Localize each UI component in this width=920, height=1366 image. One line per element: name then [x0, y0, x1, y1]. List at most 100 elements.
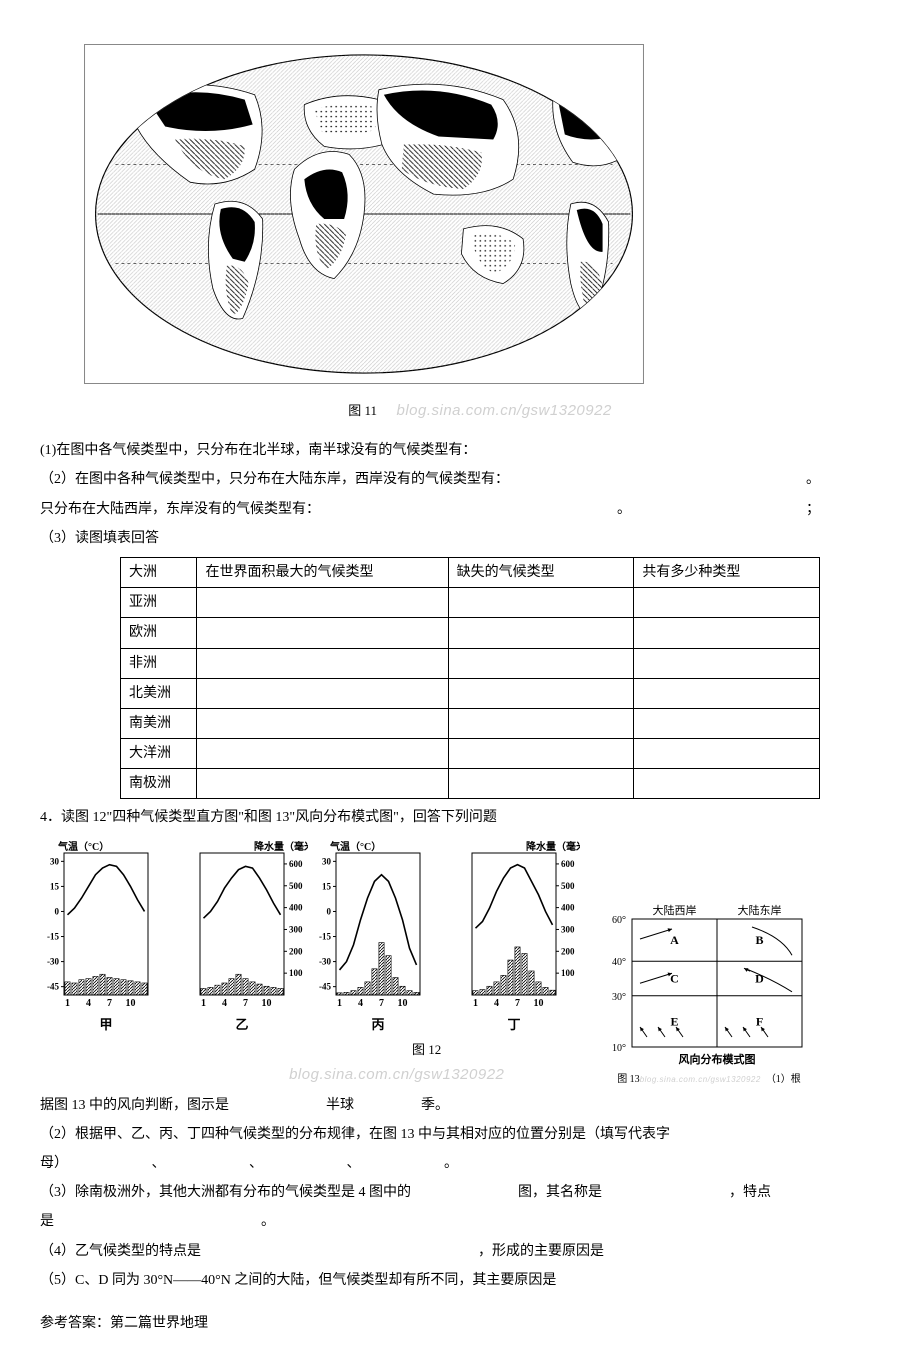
- svg-text:1: 1: [473, 998, 478, 1009]
- q4-5: （5）C、D 同为 30°N——40°N 之间的大陆，但气候类型却有所不同，其主…: [40, 1268, 880, 1293]
- table-header: 在世界面积最大的气候类型: [197, 557, 448, 587]
- table-cell: [634, 618, 820, 648]
- climate-chart-丁: 600500400300200100降水量（毫米）14710: [448, 839, 580, 1009]
- table-cell-continent: 大洋洲: [121, 739, 197, 769]
- svg-text:7: 7: [515, 998, 520, 1009]
- q4-4-text-a: （4）乙气候类型的特点是: [40, 1244, 201, 1259]
- svg-text:4: 4: [494, 998, 499, 1009]
- svg-text:-45: -45: [319, 981, 331, 991]
- table-cell-continent: 非洲: [121, 648, 197, 678]
- svg-text:F: F: [756, 1014, 763, 1028]
- table-cell: [448, 708, 634, 738]
- svg-text:10: 10: [126, 998, 136, 1009]
- q2-text: （2）在图中各种气候类型中，只分布在大陆东岸，西岸没有的气候类型有：: [40, 472, 509, 487]
- svg-text:300: 300: [561, 924, 575, 934]
- q4-5-text: （5）C、D 同为 30°N——40°N 之间的大陆，但气候类型却有所不同，其主…: [40, 1273, 556, 1288]
- svg-text:0: 0: [327, 906, 332, 916]
- svg-text:E: E: [670, 1014, 678, 1028]
- table-cell: [197, 648, 448, 678]
- fig13-watermark: blog.sina.com.cn/gsw1320922: [640, 1075, 761, 1084]
- table-cell: [448, 739, 634, 769]
- chart-panel-label: 乙: [235, 1013, 248, 1036]
- svg-text:A: A: [670, 933, 679, 947]
- svg-text:400: 400: [289, 902, 303, 912]
- svg-text:气温（°C）: 气温（°C）: [329, 840, 381, 853]
- svg-text:100: 100: [561, 968, 575, 978]
- q4-2-end: 。: [444, 1156, 458, 1171]
- table-row: 大洋洲: [121, 739, 820, 769]
- svg-text:10°: 10°: [612, 1043, 626, 1054]
- q4-1-text-b: 据图 13 中的风向判断，图示是: [40, 1098, 229, 1113]
- svg-text:30°: 30°: [612, 991, 626, 1002]
- q4-4: （4）乙气候类型的特点是 ，形成的主要原因是: [40, 1239, 880, 1264]
- svg-text:200: 200: [289, 946, 303, 956]
- table-row: 非洲: [121, 648, 820, 678]
- q4-3-text-b: 图，其名称是: [518, 1185, 602, 1200]
- q4-2a: （2）根据甲、乙、丙、丁四种气候类型的分布规律，在图 13 中与其相对应的位置分…: [40, 1122, 880, 1147]
- table-cell: [197, 769, 448, 799]
- svg-text:10: 10: [262, 998, 272, 1009]
- q4-2-text-b: 母）: [40, 1156, 68, 1171]
- svg-text:B: B: [755, 933, 763, 947]
- climate-chart-丙: 30150-15-30-45气温（°C）14710: [312, 839, 444, 1009]
- world-map-svg: [84, 44, 644, 384]
- q4-4-text-b: ，形成的主要原因是: [478, 1244, 604, 1259]
- svg-text:7: 7: [243, 998, 248, 1009]
- fig13-label: 图 13: [617, 1074, 640, 1085]
- table-header: 缺失的气候类型: [448, 557, 634, 587]
- table-cell-continent: 亚洲: [121, 588, 197, 618]
- chart-panel: 30150-15-30-45气温（°C）14710甲: [40, 839, 172, 1036]
- q4-3-text-e: 。: [261, 1214, 275, 1229]
- answer-key-heading: 参考答案：第二篇世界地理: [40, 1311, 880, 1336]
- chart-panel: 600500400300200100降水量（毫米）14710乙: [176, 839, 308, 1036]
- question-3: （3）读图填表回答: [40, 526, 880, 551]
- wind-model-panel: 60°40°30°10°大陆西岸大陆东岸ABCDEF风向分布模式图 图 13bl…: [594, 901, 824, 1089]
- svg-text:300: 300: [289, 924, 303, 934]
- q4-2-sep1: 、: [152, 1156, 166, 1171]
- fig12-group: 30150-15-30-45气温（°C）14710甲60050040030020…: [40, 839, 580, 1089]
- table-cell: [197, 678, 448, 708]
- climate-chart-乙: 600500400300200100降水量（毫米）14710: [176, 839, 308, 1009]
- svg-text:气温（°C）: 气温（°C）: [57, 840, 109, 853]
- svg-text:大陆西岸: 大陆西岸: [653, 903, 697, 917]
- svg-text:-30: -30: [47, 956, 59, 966]
- table-cell: [634, 588, 820, 618]
- chart-panel-label: 丙: [371, 1013, 384, 1036]
- fig13-caption-row: 图 13blog.sina.com.cn/gsw1320922 （1）根: [617, 1071, 801, 1089]
- table-row: 北美洲: [121, 678, 820, 708]
- table-cell: [197, 588, 448, 618]
- chart-panel-label: 甲: [99, 1013, 112, 1036]
- svg-text:1: 1: [65, 998, 70, 1009]
- climate-table: 大洲在世界面积最大的气候类型缺失的气候类型共有多少种类型亚洲欧洲非洲北美洲南美洲…: [120, 557, 880, 800]
- question-2: （2）在图中各种气候类型中，只分布在大陆东岸，西岸没有的气候类型有：: [40, 467, 880, 492]
- fig12-watermark: blog.sina.com.cn/gsw1320922: [289, 1066, 504, 1083]
- q4-1-text-a: （1）根: [766, 1074, 801, 1085]
- q2-end-punct: ；: [806, 497, 820, 522]
- table-cell: [197, 618, 448, 648]
- svg-text:1: 1: [337, 998, 342, 1009]
- world-climate-map: 图 11 blog.sina.com.cn/gsw1320922: [80, 40, 880, 428]
- svg-text:降水量（毫米）: 降水量（毫米）: [254, 840, 308, 853]
- q4-3: （3）除南极洲外，其他大洲都有分布的气候类型是 4 图中的 图，其名称是 ，特点: [40, 1180, 880, 1205]
- svg-text:-30: -30: [319, 956, 331, 966]
- map-fig-number: 图 11: [348, 403, 377, 418]
- table-cell: [634, 678, 820, 708]
- q4-3-text-c: ，特点: [729, 1185, 771, 1200]
- q2b-end-punct: 。: [617, 502, 631, 517]
- fig12-caption: 图 12: [412, 1042, 441, 1057]
- table-cell: [634, 769, 820, 799]
- table-cell: [197, 739, 448, 769]
- svg-text:-15: -15: [47, 931, 59, 941]
- question-4-intro: 4．读图 12"四种气候类型直方图"和图 13"风向分布模式图"，回答下列问题: [40, 805, 880, 830]
- answer-text: 参考答案：第二篇世界地理: [40, 1316, 208, 1331]
- svg-text:4: 4: [86, 998, 91, 1009]
- table-cell: [197, 708, 448, 738]
- table-cell: [448, 618, 634, 648]
- svg-text:7: 7: [379, 998, 384, 1009]
- q4-intro-text: 4．读图 12"四种气候类型直方图"和图 13"风向分布模式图"，回答下列问题: [40, 810, 497, 825]
- svg-text:15: 15: [322, 881, 332, 891]
- svg-text:30: 30: [50, 856, 60, 866]
- chart-panel-label: 丁: [507, 1013, 520, 1036]
- q4-1-text-d: 季。: [421, 1098, 449, 1113]
- q4-1b: 据图 13 中的风向判断，图示是 半球 季。: [40, 1093, 880, 1118]
